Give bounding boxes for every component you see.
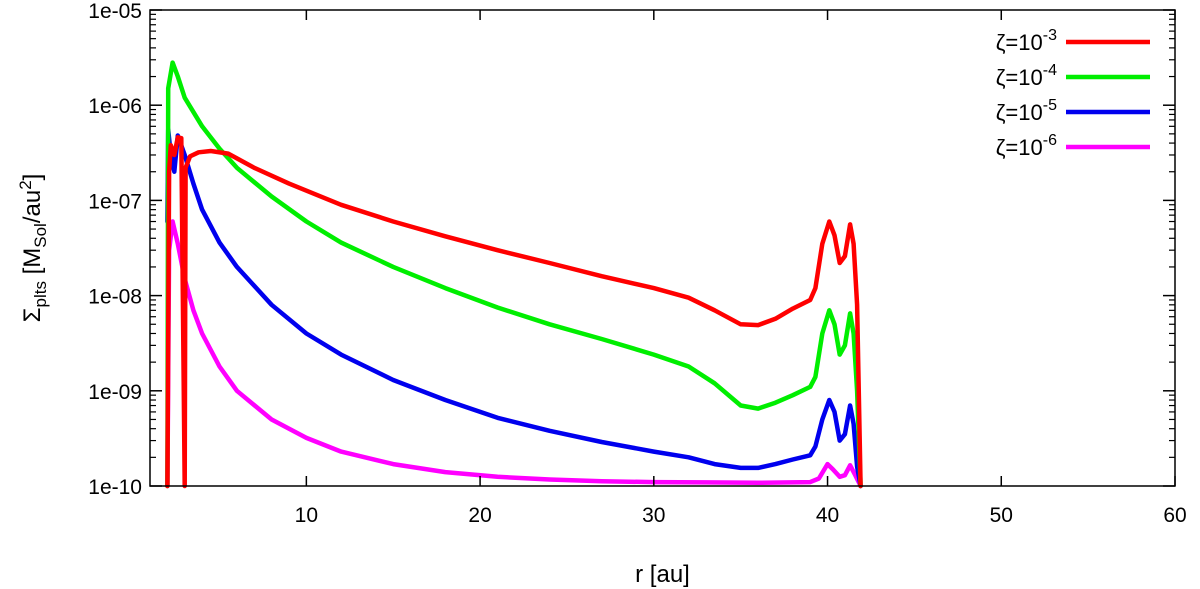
y-axis-label-unit-superscript: 2 [16, 180, 35, 189]
y-tick-label: 1e-08 [88, 286, 142, 309]
legend-entry-base: ζ=10 [996, 100, 1043, 125]
x-axis-label: r [au] [635, 561, 690, 588]
x-tick-label: 10 [295, 504, 318, 527]
series-layer [165, 60, 863, 489]
y-axis-label-unit-open: [M [19, 248, 46, 281]
y-tick-label: 1e-10 [88, 476, 142, 499]
legend-entry-exponent: -5 [1043, 97, 1057, 114]
legend-entry-base: ζ=10 [996, 135, 1043, 160]
legend-entry-base: ζ=10 [996, 65, 1043, 90]
y-tick-label: 1e-07 [88, 190, 142, 213]
y-axis-label: Σplts [MSol/au2] [16, 174, 50, 323]
x-tick-label: 50 [990, 504, 1013, 527]
x-tick-label: 20 [468, 504, 491, 527]
x-tick-label: 30 [642, 504, 665, 527]
y-tick-label: 1e-09 [88, 381, 142, 404]
series-line [165, 219, 863, 489]
y-axis: 1e-10 1e-09 1e-08 1e-07 1e-06 1e-05 [88, 0, 1175, 499]
legend-entry-label: ζ=10-5 [996, 97, 1057, 125]
legend-entry-exponent: -4 [1043, 62, 1057, 79]
y-axis-label-unit-mid: /au [19, 190, 46, 223]
series-line [165, 60, 863, 489]
legend-entry-label: ζ=10-4 [996, 62, 1057, 90]
y-axis-label-symbol: Σ [19, 308, 46, 323]
legend-entry-label: ζ=10-6 [996, 132, 1057, 160]
legend-entry-base: ζ=10 [996, 30, 1043, 55]
legend-entry-exponent: -3 [1043, 27, 1057, 44]
x-axis: 10 20 30 40 50 60 [295, 10, 1187, 527]
y-axis-label-unit-close: ] [19, 174, 46, 181]
series-line [165, 135, 863, 489]
x-tick-label: 60 [1163, 504, 1186, 527]
y-axis-label-unit-subscript: Sol [31, 223, 50, 248]
y-tick-label: 1e-05 [88, 0, 142, 23]
y-tick-label: 1e-06 [88, 95, 142, 118]
legend-entry-label: ζ=10-3 [996, 27, 1057, 55]
legend: ζ=10-3ζ=10-4ζ=10-5ζ=10-6 [996, 27, 1150, 160]
series-line [165, 127, 863, 489]
x-tick-label: 40 [816, 504, 839, 527]
plot-frame [149, 9, 1176, 487]
legend-entry-exponent: -6 [1043, 132, 1057, 149]
y-axis-label-subscript: plts [31, 281, 50, 307]
